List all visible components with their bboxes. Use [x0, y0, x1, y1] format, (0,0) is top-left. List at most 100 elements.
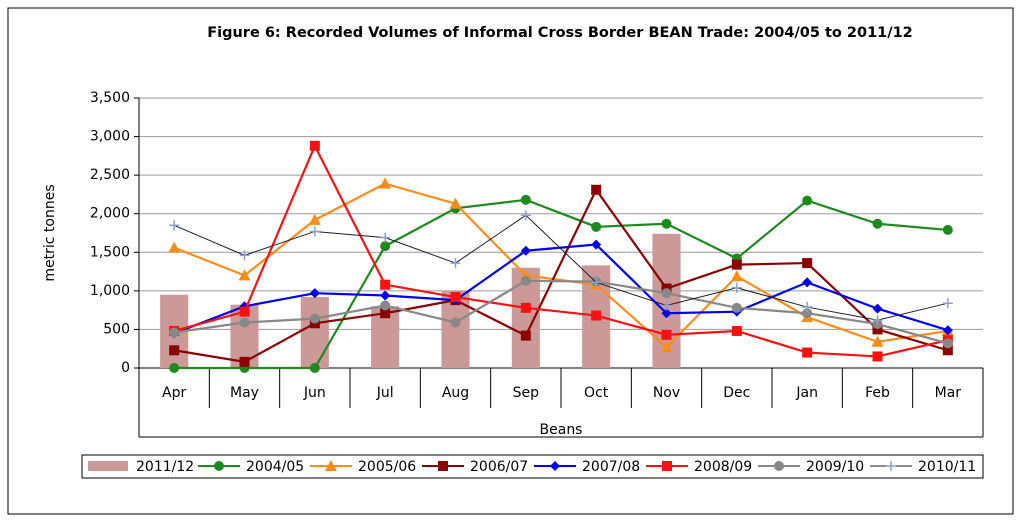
point — [308, 213, 321, 225]
point — [169, 345, 180, 356]
point — [169, 327, 180, 338]
series-group — [169, 194, 953, 373]
point — [591, 239, 602, 250]
legend-item: 2009/10 — [758, 459, 864, 475]
chart-title: Figure 6: Recorded Volumes of Informal C… — [207, 25, 913, 41]
point — [520, 275, 531, 286]
series-line — [174, 279, 949, 345]
x-axis-title: Beans — [540, 422, 583, 438]
point — [380, 241, 391, 252]
point — [942, 298, 953, 309]
y-tick-label: 3,000 — [90, 129, 130, 145]
point — [591, 184, 602, 195]
series-line — [174, 198, 948, 370]
legend-marker — [550, 461, 560, 471]
legend-marker — [774, 461, 784, 471]
legend-label: 2008/09 — [694, 459, 752, 475]
point — [871, 335, 884, 347]
legend-marker — [662, 461, 672, 471]
point — [380, 300, 391, 311]
series-group — [169, 275, 953, 349]
point — [239, 306, 250, 317]
point — [591, 221, 602, 232]
point — [520, 210, 531, 221]
point — [802, 347, 813, 358]
point — [380, 290, 391, 301]
y-tick-label: 1,000 — [90, 283, 130, 299]
point — [239, 250, 250, 261]
point — [239, 356, 250, 367]
point — [872, 218, 883, 229]
point — [520, 302, 531, 313]
x-tick-label: Mar — [935, 385, 962, 401]
point — [730, 270, 743, 282]
point — [449, 197, 462, 209]
point — [872, 324, 883, 335]
x-tick-label: Nov — [653, 385, 680, 401]
bar — [300, 297, 329, 368]
point — [872, 315, 883, 326]
point — [309, 313, 320, 324]
point — [731, 325, 742, 336]
legend-item: 2008/09 — [646, 459, 752, 475]
point — [661, 329, 672, 340]
legend-label: 2010/11 — [918, 459, 976, 475]
x-tick-label: Feb — [865, 385, 890, 401]
point — [380, 232, 391, 243]
y-tick-label: 2,000 — [90, 206, 130, 222]
point — [942, 345, 953, 356]
point — [661, 218, 672, 229]
series-line — [173, 243, 949, 335]
point — [239, 317, 250, 328]
legend-item: 2011/12 — [88, 459, 194, 475]
point — [731, 282, 742, 293]
point — [942, 224, 953, 235]
x-tick-label: Jan — [795, 385, 818, 401]
point — [169, 363, 180, 373]
y-axis-title: metric tonnes — [42, 184, 58, 281]
legend-label: 2005/06 — [358, 459, 416, 475]
point — [660, 341, 673, 353]
x-tick-label: Oct — [584, 385, 609, 401]
series-line — [173, 187, 949, 363]
legend-item: 2004/05 — [198, 459, 304, 475]
point — [450, 292, 461, 303]
y-tick-label: 3,500 — [90, 90, 130, 106]
point — [309, 288, 320, 299]
point — [168, 241, 181, 253]
point — [520, 194, 531, 205]
legend-marker — [214, 461, 224, 471]
point — [872, 351, 883, 362]
x-tick-label: Dec — [723, 385, 750, 401]
point — [238, 269, 251, 281]
point — [731, 302, 742, 313]
point — [591, 310, 602, 321]
y-tick-label: 2,500 — [90, 167, 130, 183]
point — [380, 308, 391, 319]
point — [802, 195, 813, 206]
legend-label: 2004/05 — [246, 459, 304, 475]
point — [872, 303, 883, 314]
legend-item: 2006/07 — [422, 459, 528, 475]
legend-marker — [325, 460, 337, 471]
series-line — [173, 214, 948, 321]
point — [661, 308, 672, 319]
point — [591, 277, 602, 288]
point — [380, 279, 391, 290]
x-tick-label: Jul — [376, 385, 394, 401]
legend-label: 2009/10 — [806, 459, 864, 475]
point — [661, 300, 672, 311]
y-tick-label: 1,500 — [90, 244, 130, 260]
y-tick-label: 500 — [103, 321, 130, 337]
x-tick-label: Apr — [162, 385, 186, 401]
y-tick-label: 0 — [121, 360, 130, 376]
point — [661, 288, 672, 299]
point — [169, 220, 180, 231]
legend-box — [81, 454, 984, 479]
x-tick-label: Sep — [513, 385, 540, 401]
point — [802, 308, 813, 319]
point — [802, 302, 813, 313]
point — [450, 317, 461, 328]
